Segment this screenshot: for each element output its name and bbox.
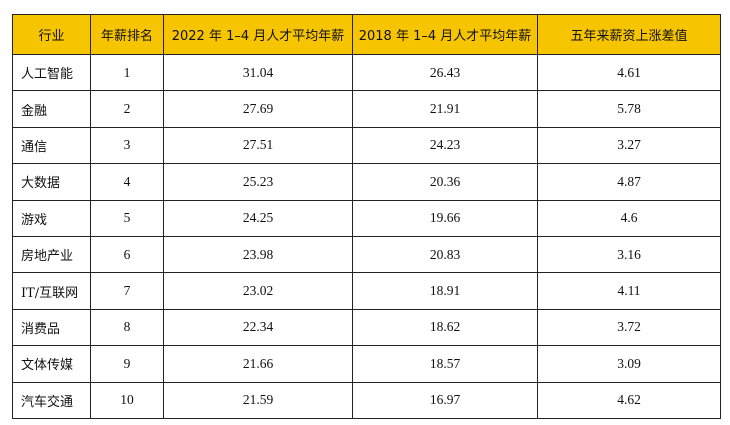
table-body: 人工智能 1 31.04 26.43 4.61 金融 2 27.69 21.91 5.78 通信 3 2… [12,53,721,419]
value-cell: 21.91 [352,90,538,128]
value-cell: 26.43 [352,53,538,92]
value-cell: 20.83 [352,235,538,274]
value-cell: 9 [90,345,164,383]
value-cell: 3.72 [537,308,721,347]
value-cell: 3.27 [537,126,721,165]
header-cell: 年薪排名 [90,14,164,55]
table-header: 行业 年薪排名 2022 年 1–4 月人才平均年薪 2018 年 1–4 月人才平均… [12,14,721,55]
value-cell: 2 [90,90,164,128]
value-cell: 8 [90,308,164,347]
industry-cell: 汽车交通 [12,381,91,419]
industry-cell: 消费品 [12,308,91,347]
value-cell: 18.57 [352,345,538,383]
value-cell: 21.66 [163,345,353,383]
value-cell: 25.23 [163,163,353,201]
table-row: 房地产业 6 23.98 20.83 3.16 [12,235,721,274]
value-cell: 16.97 [352,381,538,419]
header-cell: 2018 年 1–4 月人才平均年薪 [352,14,538,55]
value-cell: 21.59 [163,381,353,419]
value-cell: 4.61 [537,53,721,92]
value-cell: 4.11 [537,272,721,310]
industry-cell: 人工智能 [12,53,91,92]
industry-cell: 大数据 [12,163,91,201]
value-cell: 27.69 [163,90,353,128]
header-cell: 行业 [12,14,91,55]
header-cell: 五年来薪资上涨差值 [537,14,721,55]
salary-table: 行业 年薪排名 2022 年 1–4 月人才平均年薪 2018 年 1–4 月人才平均… [12,14,721,419]
value-cell: 23.98 [163,235,353,274]
value-cell: 27.51 [163,126,353,165]
header-cell: 2022 年 1–4 月人才平均年薪 [163,14,353,55]
value-cell: 10 [90,381,164,419]
table-row: IT/互联网 7 23.02 18.91 4.11 [12,272,721,310]
value-cell: 7 [90,272,164,310]
value-cell: 24.25 [163,199,353,237]
table-row: 人工智能 1 31.04 26.43 4.61 [12,53,721,92]
value-cell: 3.09 [537,345,721,383]
value-cell: 4.6 [537,199,721,237]
industry-cell: 游戏 [12,199,91,237]
value-cell: 4.87 [537,163,721,201]
industry-cell: 房地产业 [12,235,91,274]
industry-cell: 金融 [12,90,91,128]
table-row: 游戏 5 24.25 19.66 4.6 [12,199,721,237]
industry-cell: 通信 [12,126,91,165]
value-cell: 5.78 [537,90,721,128]
industry-cell: 文体传媒 [12,345,91,383]
table-row: 通信 3 27.51 24.23 3.27 [12,126,721,165]
value-cell: 24.23 [352,126,538,165]
value-cell: 20.36 [352,163,538,201]
value-cell: 3.16 [537,235,721,274]
table-row: 汽车交通 10 21.59 16.97 4.62 [12,381,721,419]
value-cell: 3 [90,126,164,165]
table-row: 消费品 8 22.34 18.62 3.72 [12,308,721,347]
value-cell: 4 [90,163,164,201]
header-row: 行业 年薪排名 2022 年 1–4 月人才平均年薪 2018 年 1–4 月人才平均… [12,14,721,55]
value-cell: 5 [90,199,164,237]
value-cell: 18.62 [352,308,538,347]
value-cell: 22.34 [163,308,353,347]
value-cell: 6 [90,235,164,274]
table-row: 金融 2 27.69 21.91 5.78 [12,90,721,128]
table-row: 文体传媒 9 21.66 18.57 3.09 [12,345,721,383]
value-cell: 31.04 [163,53,353,92]
industry-cell: IT/互联网 [12,272,91,310]
value-cell: 18.91 [352,272,538,310]
value-cell: 1 [90,53,164,92]
value-cell: 23.02 [163,272,353,310]
value-cell: 4.62 [537,381,721,419]
table-row: 大数据 4 25.23 20.36 4.87 [12,163,721,201]
value-cell: 19.66 [352,199,538,237]
